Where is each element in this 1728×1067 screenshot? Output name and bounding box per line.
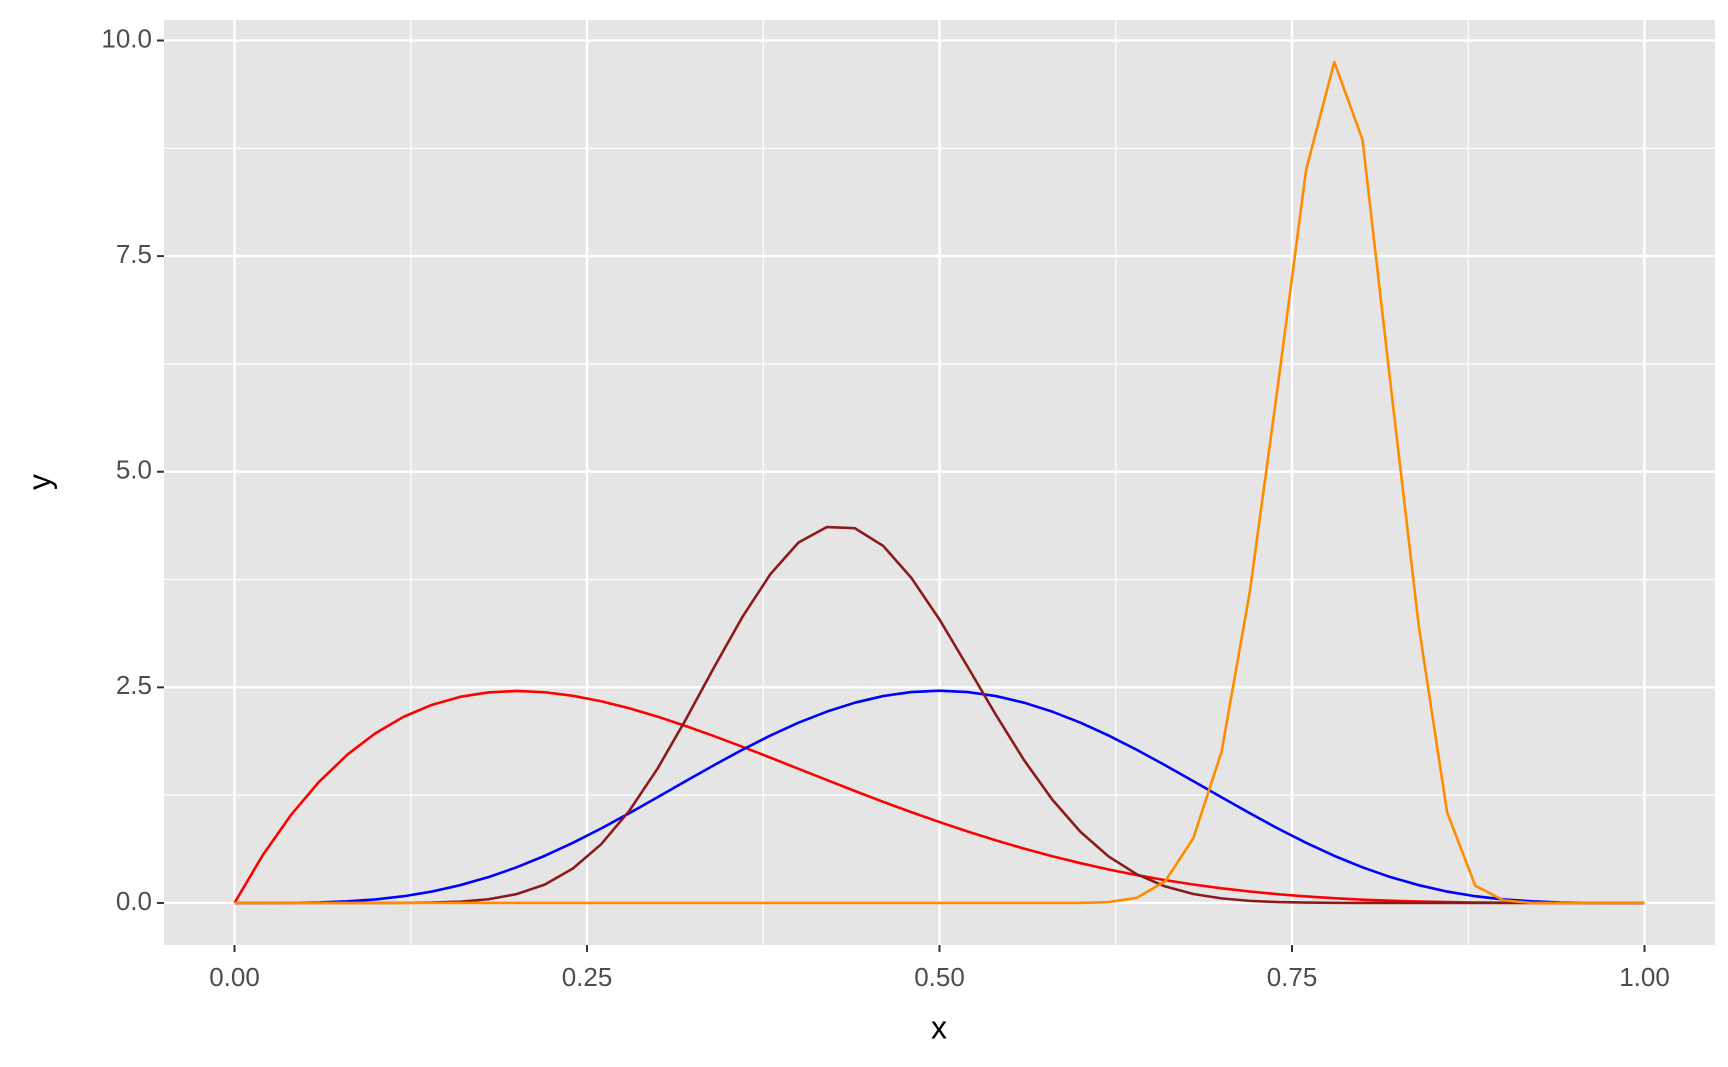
x-tick-label: 0.50 [914,962,965,992]
y-axis-title: y [21,474,57,490]
x-axis-title: x [931,1009,947,1045]
line [234,525,1645,905]
x-tick-label: 0.75 [1267,962,1318,992]
line [234,689,1645,905]
x-tick-label: 0.00 [209,962,260,992]
y-tick-label: 10.0 [101,23,152,53]
y-tick-label: 7.5 [116,239,152,269]
x-tick-label: 1.00 [1619,962,1670,992]
y-tick-label: 2.5 [116,670,152,700]
y-tick-label: 0.0 [116,886,152,916]
line [234,60,1645,905]
x-tick-label: 0.25 [562,962,613,992]
y-tick-label: 5.0 [116,455,152,485]
line [233,689,1645,905]
